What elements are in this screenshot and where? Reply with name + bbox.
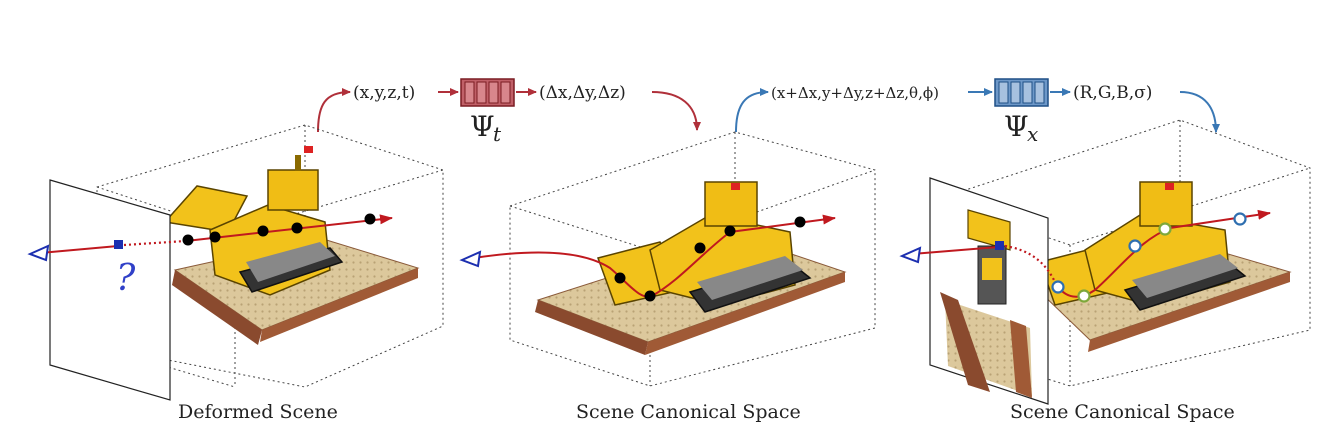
psi-t-network-icon (460, 78, 515, 107)
camera-icon (27, 244, 50, 262)
camera-ray-back (39, 245, 119, 254)
rendered-view (940, 209, 1032, 398)
psi-t-output-text: (Δx,Δy,Δz) (539, 83, 626, 103)
sample-points (614, 216, 806, 302)
formula-row: (x,y,z,t) Ψ t (Δx,Δy,Δz) (x+Δx,y+Δy,z+Δz… (317, 78, 1220, 146)
sample-points-hollow (1051, 212, 1247, 303)
camera-icon (899, 246, 922, 264)
camera-ray-back (911, 246, 999, 255)
panel-canonical-middle: Scene Canonical Space (459, 131, 876, 423)
warped-ray (1054, 209, 1271, 298)
lego-bulldozer (163, 146, 344, 296)
pixel-marker (114, 240, 123, 249)
arrow-output-to-canonical (651, 91, 701, 131)
panel-canonical-right: Scene Canonical Space (899, 119, 1311, 423)
question-mark: ? (116, 258, 136, 299)
arrow-to-psi-t-input (317, 88, 351, 133)
caption-deformed-scene: Deformed Scene (178, 401, 338, 423)
camera-icon (459, 250, 482, 268)
warped-ray-dotted (1004, 244, 1056, 283)
pixel-marker (995, 241, 1004, 250)
warped-ray (473, 214, 836, 298)
psi-x-network-icon (994, 78, 1049, 107)
caption-canonical-middle: Scene Canonical Space (576, 401, 801, 423)
psi-t-subscript: t (493, 122, 502, 146)
arrow-to-psi-x-input (735, 88, 769, 133)
camera-ray-dotted (123, 239, 187, 247)
panel-deformed-scene: ? Deformed Scene (27, 124, 444, 423)
caption-canonical-right: Scene Canonical Space (1010, 401, 1235, 423)
sample-points (182, 213, 376, 246)
psi-x-output-text: (R,G,B,σ) (1073, 83, 1152, 103)
psi-x-symbol: Ψ (1004, 110, 1029, 143)
psi-t-symbol: Ψ (470, 110, 495, 143)
psi-t-input-text: (x,y,z,t) (353, 83, 415, 103)
image-plane (49, 179, 171, 401)
psi-x-subscript: x (1027, 122, 1038, 146)
lego-bulldozer (597, 181, 812, 313)
arrow-output-to-render (1179, 91, 1220, 133)
psi-x-input-text: (x+Δx,y+Δy,z+Δz,θ,ϕ) (771, 84, 939, 102)
